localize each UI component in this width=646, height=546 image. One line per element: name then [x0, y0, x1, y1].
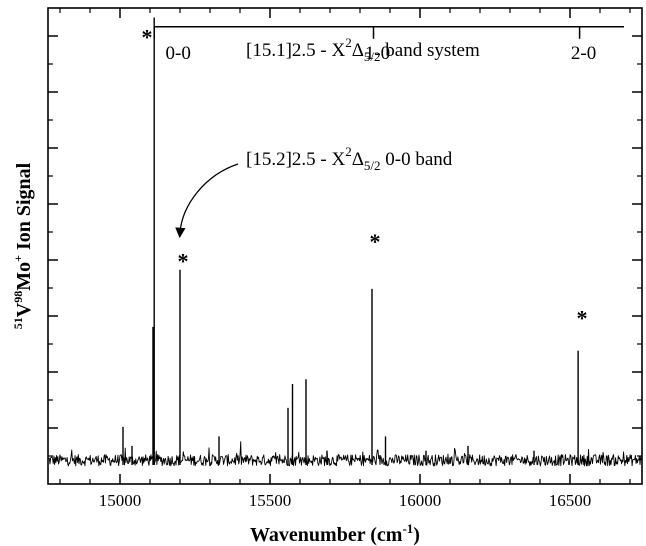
- y-axis-title: 51V98Mo+ Ion Signal: [11, 162, 35, 329]
- x-tick-label: 16500: [549, 491, 592, 510]
- peak-star-marker: *: [370, 229, 381, 254]
- band-label: 0-0: [166, 43, 191, 64]
- second-band-label: [15.2]2.5 - X2Δ5/2 0-0 band: [246, 144, 453, 173]
- x-tick-label: 15000: [99, 491, 142, 510]
- band-system-bracket: 0-0 1-0 2-0: [153, 26, 624, 64]
- peak-star-marker: *: [577, 305, 588, 330]
- band-system-label: [15.1]2.5 - X2Δ5/2 band system: [246, 35, 480, 64]
- peak-markers: * * * *: [142, 25, 588, 331]
- band-label: 1-0: [365, 43, 390, 64]
- x-tick-label: 16000: [399, 491, 442, 510]
- peak-star-marker: *: [178, 248, 189, 273]
- band-label: 2-0: [571, 43, 596, 64]
- spectrum-peaks: [122, 17, 579, 465]
- spectrum-trace: [47, 441, 642, 467]
- x-axis-title: Wavenumber (cm-1): [250, 521, 420, 546]
- peak-star-marker: *: [142, 25, 153, 50]
- plot-frame: [47, 7, 643, 485]
- second-band-arrow: [175, 163, 239, 239]
- axis-ticks: 15000 15500 16000 16500: [48, 8, 642, 510]
- x-tick-label: 15500: [249, 491, 292, 510]
